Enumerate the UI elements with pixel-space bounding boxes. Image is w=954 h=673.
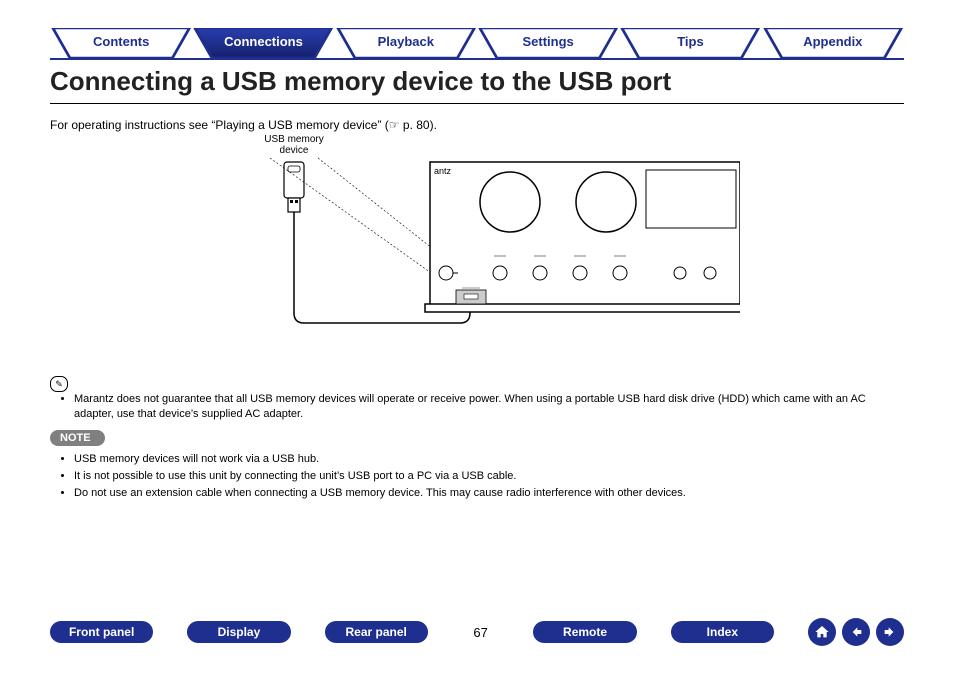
tab-connections[interactable]: Connections xyxy=(192,28,334,58)
note-badge: NOTE xyxy=(50,430,105,446)
tab-label: Appendix xyxy=(762,28,904,52)
page-title: Connecting a USB memory device to the US… xyxy=(50,66,904,104)
nav-icons xyxy=(808,618,904,646)
tab-label: Contents xyxy=(50,28,192,52)
note-list: USB memory devices will not work via a U… xyxy=(60,452,904,503)
next-button[interactable] xyxy=(876,618,904,646)
connection-diagram: USB memory device antz xyxy=(200,128,740,348)
usb-label-line1: USB memory xyxy=(264,134,323,145)
pill-remote[interactable]: Remote xyxy=(533,621,636,643)
usb-device-label: USB memory device xyxy=(262,134,326,156)
tab-contents[interactable]: Contents xyxy=(50,28,192,58)
note-bullet: USB memory devices will not work via a U… xyxy=(74,452,904,467)
pill-index[interactable]: Index xyxy=(671,621,774,643)
arrow-right-icon xyxy=(882,624,898,640)
info-list: Marantz does not guarantee that all USB … xyxy=(60,392,904,424)
pencil-note-icon: ✎ xyxy=(50,376,68,392)
arrow-left-icon xyxy=(848,624,864,640)
pill-front-panel[interactable]: Front panel xyxy=(50,621,153,643)
prev-button[interactable] xyxy=(842,618,870,646)
usb-stick-icon xyxy=(284,162,304,212)
top-tab-bar: Contents Connections Playback Settings T… xyxy=(50,28,904,60)
pill-display[interactable]: Display xyxy=(187,621,290,643)
usb-label-line2: device xyxy=(280,145,309,156)
tab-settings[interactable]: Settings xyxy=(477,28,619,58)
tab-appendix[interactable]: Appendix xyxy=(762,28,904,58)
brand-fragment: antz xyxy=(434,166,452,176)
note-bullet: It is not possible to use this unit by c… xyxy=(74,469,904,484)
home-icon xyxy=(814,624,830,640)
page-number: 67 xyxy=(462,625,500,640)
tab-label: Settings xyxy=(477,28,619,52)
diagram-svg: antz xyxy=(200,128,740,348)
receiver-front: antz xyxy=(425,162,740,312)
home-button[interactable] xyxy=(808,618,836,646)
tab-label: Tips xyxy=(619,28,761,52)
note-bullet: Do not use an extension cable when conne… xyxy=(74,486,904,501)
tab-playback[interactable]: Playback xyxy=(335,28,477,58)
bottom-bar: Front panel Display Rear panel 67 Remote… xyxy=(50,619,904,645)
tab-tips[interactable]: Tips xyxy=(619,28,761,58)
tab-label: Connections xyxy=(192,28,334,52)
info-bullet: Marantz does not guarantee that all USB … xyxy=(74,392,904,422)
tab-label: Playback xyxy=(335,28,477,52)
pill-rear-panel[interactable]: Rear panel xyxy=(325,621,428,643)
